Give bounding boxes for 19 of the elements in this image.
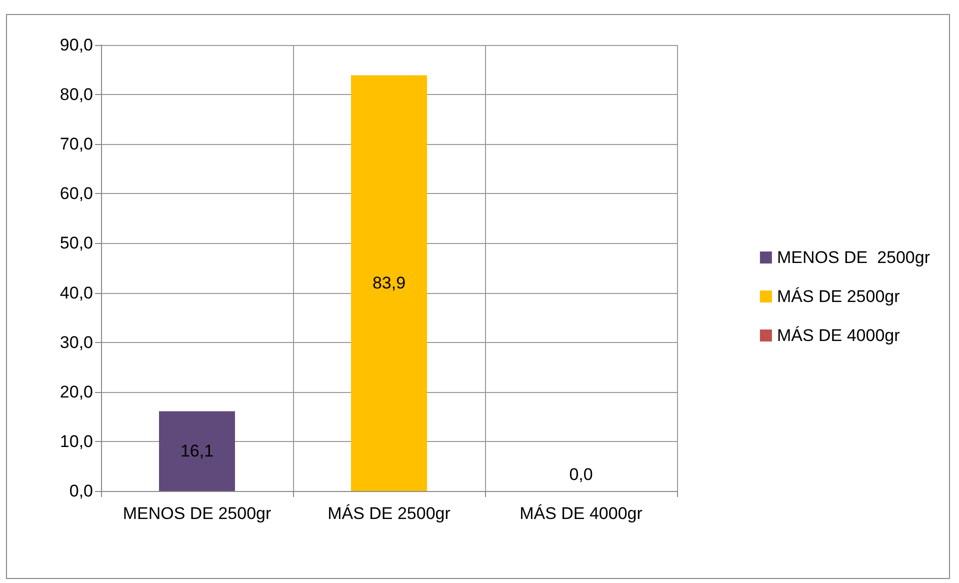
y-tick-label: 40,0 bbox=[60, 283, 93, 302]
x-tick-label: MÁS DE 4000gr bbox=[520, 504, 643, 523]
legend-label: MÁS DE 2500gr bbox=[776, 287, 900, 306]
legend-label: MENOS DE 2500gr bbox=[776, 248, 930, 267]
data-label: 16,1 bbox=[180, 442, 214, 461]
y-tick-label: 60,0 bbox=[60, 184, 93, 204]
y-tick-label: 70,0 bbox=[60, 134, 93, 154]
data-label: 0,0 bbox=[569, 465, 593, 484]
y-tick-label: 30,0 bbox=[60, 332, 93, 352]
y-tick-label: 80,0 bbox=[60, 85, 93, 104]
x-tick-label: MENOS DE 2500gr bbox=[122, 504, 272, 523]
legend-label: MÁS DE 4000gr bbox=[776, 326, 900, 345]
data-label: 83,9 bbox=[372, 274, 406, 293]
y-tick-label: 10,0 bbox=[60, 432, 93, 451]
y-tick-label: 90,0 bbox=[60, 36, 93, 54]
y-tick-label: 50,0 bbox=[60, 234, 93, 253]
x-tick-label: MÁS DE 2500gr bbox=[328, 504, 451, 523]
y-tick-label: 0,0 bbox=[69, 482, 93, 500]
y-tick-label: 20,0 bbox=[60, 382, 93, 402]
